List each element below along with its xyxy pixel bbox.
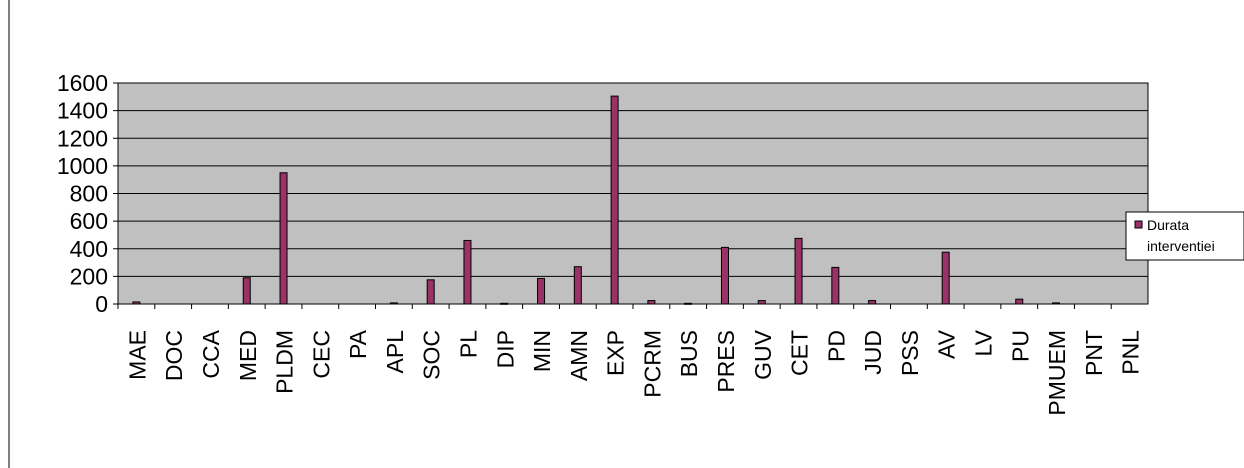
x-tick-label: APL <box>382 330 408 374</box>
x-tick-label: PU <box>1007 330 1033 362</box>
bar-pu <box>1015 298 1024 305</box>
bar-amn <box>573 266 582 305</box>
bar-apl <box>389 302 398 305</box>
bar-min <box>537 277 546 305</box>
bar-pres <box>720 246 729 305</box>
bar-mae <box>132 301 141 305</box>
x-axis-ticks: MAE DOC CCA MED PLDM CEC PA APL SOC PL DIP MIN AMN EX… <box>117 304 1144 416</box>
bar-cet <box>794 237 803 305</box>
bar-pd <box>831 266 840 305</box>
bar-jud <box>868 300 877 305</box>
y-tick-label: 200 <box>70 263 108 289</box>
y-tick-label: 0 <box>95 291 108 317</box>
x-tick-label: AMN <box>566 330 592 381</box>
x-tick-label: DIP <box>492 330 518 368</box>
y-tick-label: 600 <box>70 208 108 234</box>
x-tick-label: PA <box>345 329 371 359</box>
x-tick-label: MAE <box>124 330 150 380</box>
legend-label-line1: Durata <box>1147 217 1189 233</box>
bar-dip <box>500 302 509 305</box>
legend-box <box>1125 211 1244 261</box>
x-tick-label: PNT <box>1081 330 1107 376</box>
y-tick-label: 1400 <box>57 98 108 124</box>
x-tick-label: MED <box>235 330 261 381</box>
x-tick-label: EXP <box>603 330 629 376</box>
y-tick-label: 1000 <box>57 153 108 179</box>
x-tick-label: CET <box>787 330 813 376</box>
x-tick-label: PSS <box>897 330 923 376</box>
x-tick-label: PCRM <box>639 330 665 398</box>
legend: Durata interventiei <box>1125 211 1244 261</box>
x-tick-label: AV <box>934 329 960 359</box>
bar-med <box>242 277 251 305</box>
bar-pmuem <box>1052 302 1061 305</box>
bar-bus <box>684 302 693 305</box>
x-tick-label: GUV <box>750 329 776 380</box>
legend-label-line2: interventiei <box>1147 238 1215 254</box>
x-tick-label: MIN <box>529 330 555 372</box>
x-tick-label: PL <box>455 330 481 358</box>
x-tick-label: CEC <box>308 330 334 379</box>
bar-pldm <box>279 172 288 305</box>
x-tick-label: BUS <box>676 330 702 377</box>
bar-pcrm <box>647 300 656 305</box>
y-tick-label: 1200 <box>57 125 108 151</box>
bar-soc <box>426 279 435 305</box>
x-tick-label: PNL <box>1118 330 1144 375</box>
x-tick-label: JUD <box>860 330 886 375</box>
x-tick-label: PD <box>823 330 849 362</box>
x-tick-label: PRES <box>713 330 739 393</box>
bar-guv <box>757 300 766 305</box>
bar-pl <box>463 239 472 305</box>
gridlines <box>118 110 1148 277</box>
x-tick-label: SOC <box>419 330 445 380</box>
legend-swatch <box>1134 220 1143 229</box>
bar-exp <box>610 95 619 305</box>
bar-av <box>941 251 950 305</box>
y-tick-label: 800 <box>70 181 108 207</box>
bars <box>132 95 1061 305</box>
x-tick-label: CCA <box>198 329 224 378</box>
x-tick-label: PLDM <box>272 330 298 394</box>
x-tick-label: DOC <box>161 330 187 381</box>
x-tick-label: LV <box>970 329 996 356</box>
x-tick-label: PMUEM <box>1044 330 1070 416</box>
y-tick-label: 1600 <box>57 70 108 96</box>
y-tick-label: 400 <box>70 236 108 262</box>
